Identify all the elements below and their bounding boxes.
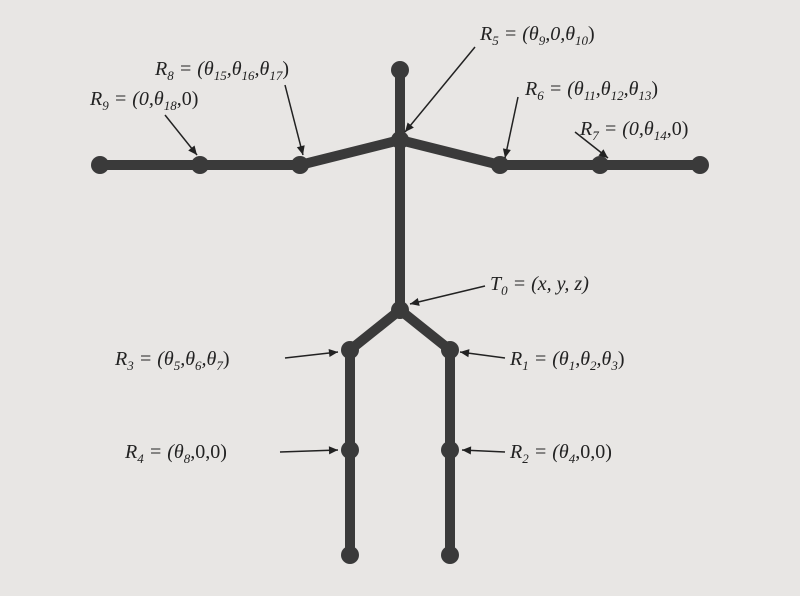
joint-lknee: [341, 441, 359, 459]
joint-rhand: [691, 156, 709, 174]
joint-lhand: [91, 156, 109, 174]
joint-rshoulder: [491, 156, 509, 174]
joint-lhip: [341, 341, 359, 359]
joint-neck: [391, 131, 409, 149]
joint-lfoot: [341, 546, 359, 564]
joint-relbow: [591, 156, 609, 174]
joint-lshoulder: [291, 156, 309, 174]
joint-head: [391, 61, 409, 79]
joint-pelvis: [391, 301, 409, 319]
joint-rknee: [441, 441, 459, 459]
joint-rhip: [441, 341, 459, 359]
skeleton-diagram: R5 = (θ9,0,θ10)R6 = (θ11,θ12,θ13)R7 = (0…: [0, 0, 800, 596]
joint-lelbow: [191, 156, 209, 174]
joint-rfoot: [441, 546, 459, 564]
